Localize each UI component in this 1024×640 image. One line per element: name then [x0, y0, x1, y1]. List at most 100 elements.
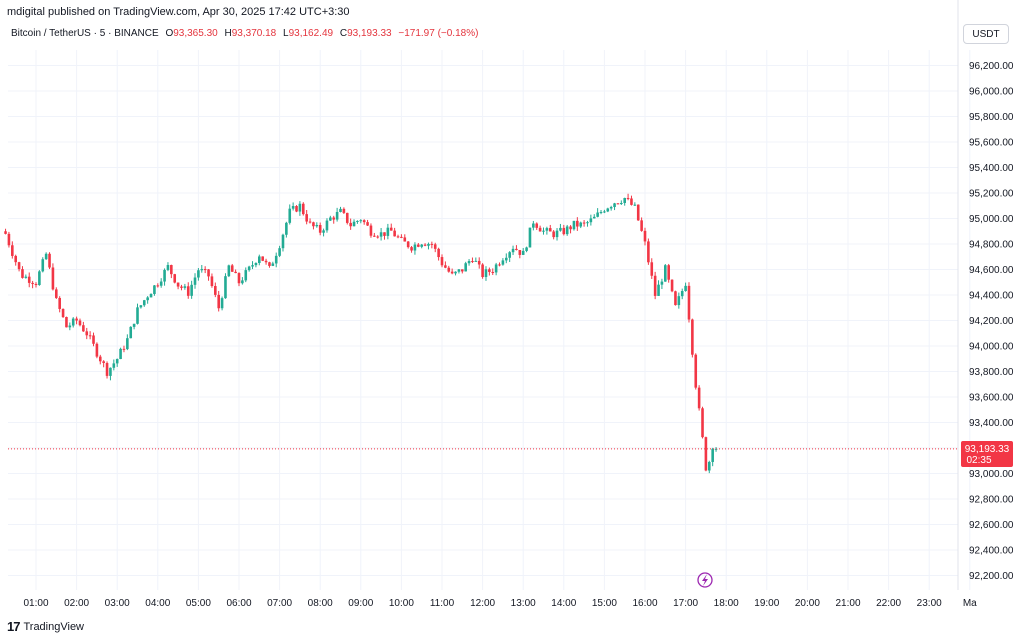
candle-body — [511, 248, 515, 253]
candle-body — [214, 286, 217, 295]
candle-body — [149, 293, 153, 298]
candle-body — [606, 208, 610, 212]
candle-body — [586, 222, 589, 224]
candle-body — [55, 289, 58, 298]
candle-body — [359, 220, 363, 222]
candle-body — [41, 259, 45, 272]
x-tick-label: 10:00 — [389, 598, 414, 609]
x-tick-label: 02:00 — [64, 598, 89, 609]
high-label: H — [224, 28, 232, 39]
candle-body — [4, 231, 7, 234]
x-tick-label: 15:00 — [592, 598, 617, 609]
y-tick-label: 92,200.00 — [969, 571, 1014, 582]
candle-body — [224, 276, 227, 299]
lightning-icon[interactable] — [697, 572, 713, 588]
candle-body — [707, 461, 711, 471]
candle-body — [24, 276, 28, 278]
candle-body — [203, 269, 207, 271]
candle-body — [677, 296, 681, 306]
x-tick-label: 17:00 — [673, 598, 698, 609]
candle-body — [11, 245, 14, 256]
candle-body — [670, 279, 674, 292]
candle-body — [609, 207, 613, 209]
footer-brand[interactable]: 17 TradingView — [7, 619, 84, 634]
candle-body — [92, 335, 95, 344]
candle-body — [129, 326, 133, 339]
candle-body — [356, 220, 359, 222]
candle-body — [545, 228, 549, 231]
candle-body — [518, 250, 522, 255]
candle-body — [457, 269, 461, 272]
candle-body — [44, 253, 48, 260]
candle-body — [694, 354, 698, 388]
price-badge: 93,193.33 02:35 — [961, 441, 1013, 467]
candle-body — [532, 223, 535, 228]
candle-body — [555, 230, 559, 238]
candle-body — [376, 236, 380, 238]
candle-body — [183, 286, 187, 288]
symbol-name[interactable]: Bitcoin / TetherUS · 5 · BINANCE — [11, 28, 159, 39]
candle-body — [301, 203, 305, 215]
tradingview-logo-icon: 17 — [7, 619, 21, 634]
x-tick-label: 04:00 — [145, 598, 170, 609]
x-tick-label: 09:00 — [348, 598, 373, 609]
high-value: 93,370.18 — [231, 28, 277, 39]
candle-body — [109, 367, 112, 376]
y-tick-label: 95,400.00 — [969, 163, 1014, 174]
candle-body — [501, 260, 505, 265]
close-label: C — [339, 28, 348, 39]
candle-body — [640, 220, 643, 231]
y-tick-label: 96,200.00 — [969, 61, 1014, 72]
candle-body — [27, 276, 31, 283]
candle-body — [14, 255, 17, 263]
candle-body — [427, 243, 430, 246]
candle-body — [119, 348, 122, 360]
candle-body — [115, 359, 119, 364]
candle-body — [542, 230, 545, 232]
candle-body — [467, 261, 471, 264]
candle-body — [34, 283, 38, 286]
candle-body — [230, 265, 234, 272]
x-tick-label: 20:00 — [795, 598, 820, 609]
candle-body — [318, 225, 322, 233]
candle-body — [515, 248, 518, 251]
candle-body — [339, 208, 342, 212]
candle-body — [450, 271, 454, 274]
candle-body — [251, 265, 254, 267]
x-tick-label: 21:00 — [835, 598, 860, 609]
x-tick-label: 11:00 — [430, 598, 455, 609]
candle-body — [440, 257, 444, 266]
candle-body — [525, 247, 528, 251]
candle-body — [362, 220, 366, 223]
candle-body — [403, 237, 407, 242]
brand-name: TradingView — [23, 620, 85, 633]
candle-body — [657, 284, 660, 296]
candle-body — [98, 356, 102, 362]
x-tick-label: 01:00 — [23, 598, 48, 609]
candle-body — [579, 222, 583, 227]
candle-body — [643, 230, 647, 242]
candle-body — [349, 222, 352, 227]
candle-body — [691, 319, 694, 355]
candle-body — [82, 325, 85, 332]
candle-body — [592, 216, 596, 219]
candle-body — [626, 198, 630, 200]
candle-body — [352, 221, 356, 227]
candle-body — [620, 202, 623, 204]
candle-body — [153, 285, 156, 294]
currency-button[interactable]: USDT — [963, 24, 1009, 44]
low-label: L — [283, 28, 289, 39]
candle-body — [163, 269, 166, 282]
candle-body — [596, 212, 599, 217]
candle-body — [264, 260, 268, 263]
candles — [4, 193, 718, 474]
candle-body — [285, 222, 288, 235]
candle-body — [17, 262, 21, 270]
candle-body — [85, 331, 89, 336]
candle-body — [176, 282, 180, 287]
candle-body — [170, 265, 173, 275]
candle-body — [132, 323, 136, 327]
candle-body — [366, 222, 369, 226]
candle-body — [315, 225, 319, 227]
